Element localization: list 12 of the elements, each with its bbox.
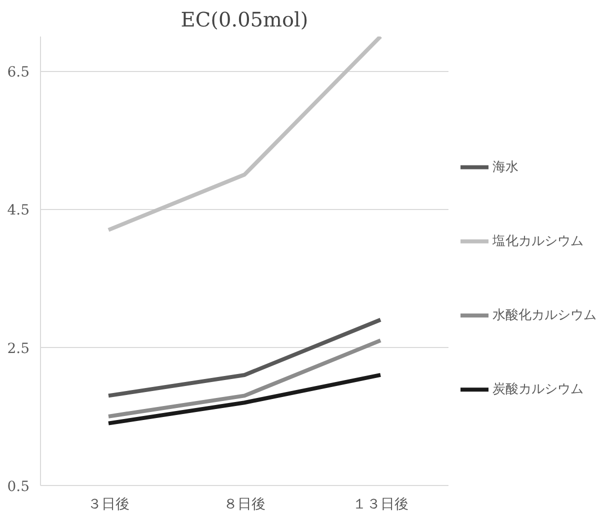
y-tick-label: 0.5	[7, 479, 30, 495]
y-tick-label: 6.5	[7, 64, 30, 81]
x-tick-label: ８日後	[224, 496, 266, 512]
chart-title: EC(0.05mol)	[180, 8, 308, 32]
y-tick-label: 4.5	[7, 202, 30, 219]
legend-label: 水酸化カルシウム	[492, 308, 596, 323]
legend-label: 海水	[492, 160, 518, 175]
y-tick-label: 2.5	[7, 340, 30, 357]
x-tick-label: １３日後	[352, 496, 408, 512]
x-tick-label: ３日後	[88, 496, 130, 512]
legend-label: 塩化カルシウム	[492, 234, 584, 249]
legend-label: 炭酸カルシウム	[492, 382, 584, 398]
